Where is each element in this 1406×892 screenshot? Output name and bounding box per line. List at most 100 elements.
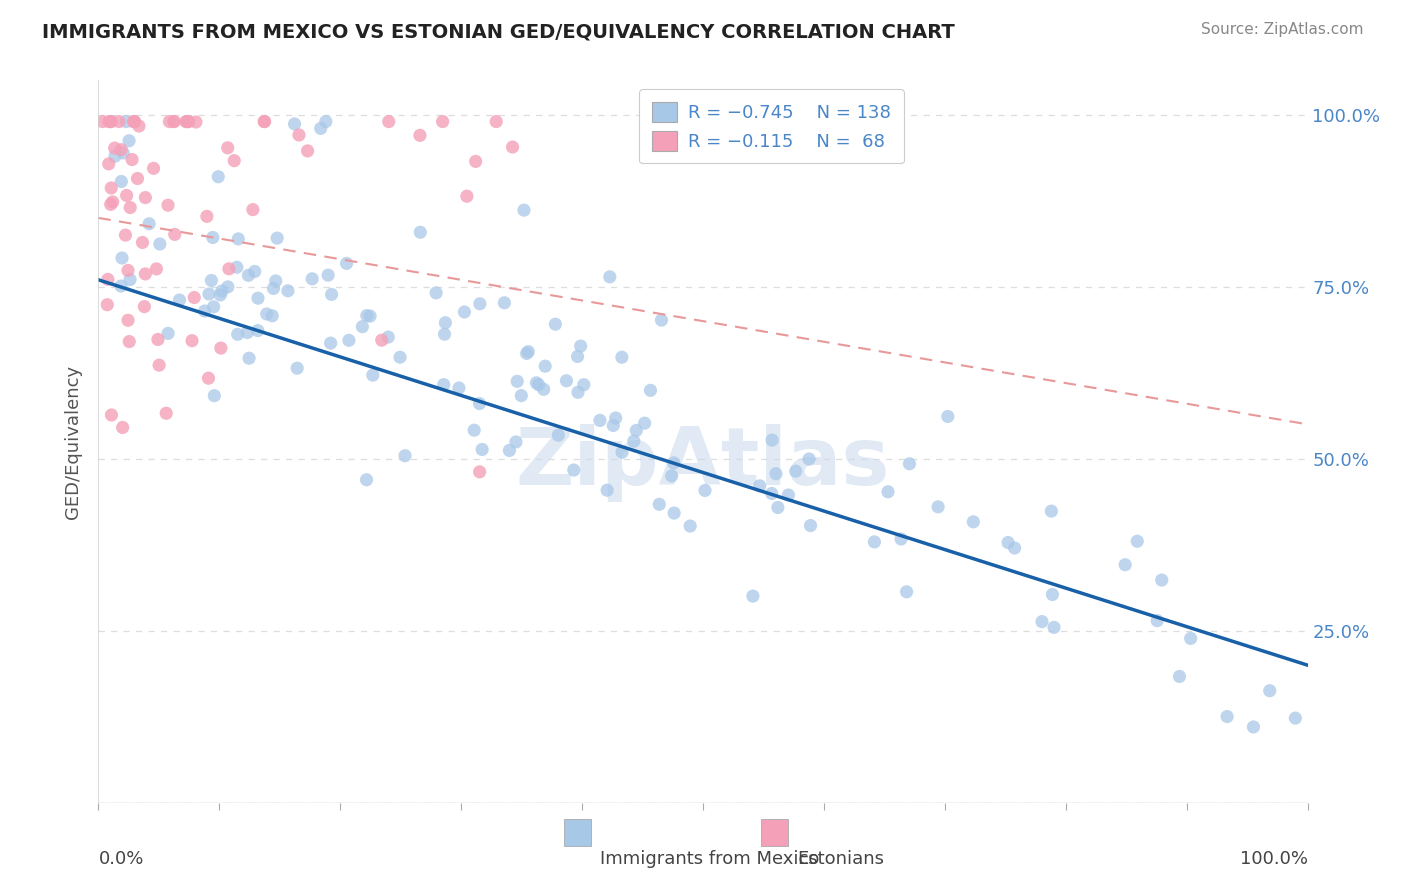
Point: [100, 114, 122, 128]
Point: [142, 161, 165, 176]
Point: [626, 424, 648, 438]
Point: [456, 189, 478, 203]
Text: Immigrants from Mexico: Immigrants from Mexico: [600, 850, 820, 868]
Point: [127, 171, 149, 186]
Point: [163, 227, 186, 242]
Point: [155, 406, 177, 420]
Point: [471, 442, 494, 457]
Point: [433, 377, 456, 392]
Point: [253, 114, 276, 128]
Point: [114, 228, 136, 243]
Point: [526, 376, 548, 390]
Point: [156, 198, 179, 212]
Point: [202, 389, 225, 403]
Point: [169, 293, 191, 307]
Point: [177, 114, 200, 128]
Point: [662, 506, 685, 520]
Text: Estonians: Estonians: [797, 850, 884, 868]
Point: [209, 341, 232, 355]
Point: [761, 486, 783, 500]
Point: [100, 181, 122, 195]
Point: [567, 350, 589, 364]
Point: [1042, 587, 1064, 601]
Point: [163, 114, 186, 128]
Point: [157, 114, 180, 128]
Point: [1284, 711, 1306, 725]
Point: [502, 140, 524, 154]
Bar: [761, 819, 787, 847]
Point: [118, 334, 141, 349]
Point: [927, 500, 949, 514]
Legend: R = −0.745    N = 138, R = −0.115    N =  68: R = −0.745 N = 138, R = −0.115 N = 68: [640, 89, 904, 163]
Point: [285, 361, 308, 376]
Point: [936, 409, 959, 424]
Point: [890, 532, 912, 546]
Point: [1043, 620, 1066, 634]
Bar: [564, 819, 591, 847]
Point: [104, 149, 127, 163]
Point: [361, 368, 384, 383]
Point: [633, 416, 655, 430]
Point: [316, 268, 339, 282]
Point: [101, 194, 124, 209]
Point: [1241, 720, 1264, 734]
Point: [117, 263, 139, 277]
Point: [246, 324, 269, 338]
Point: [253, 114, 276, 128]
Point: [264, 274, 287, 288]
Point: [176, 114, 198, 128]
Point: [209, 288, 232, 302]
Point: [138, 217, 160, 231]
Point: [640, 384, 662, 398]
Point: [605, 411, 627, 425]
Point: [370, 333, 392, 347]
Point: [149, 237, 172, 252]
Point: [896, 584, 918, 599]
Point: [356, 309, 378, 323]
Point: [513, 203, 536, 218]
Point: [110, 279, 132, 293]
Point: [356, 473, 378, 487]
Y-axis label: GED/Equivalency: GED/Equivalency: [65, 365, 83, 518]
Point: [610, 350, 633, 364]
Point: [217, 280, 239, 294]
Point: [124, 114, 146, 128]
Point: [997, 535, 1019, 549]
Point: [246, 291, 269, 305]
Point: [1146, 614, 1168, 628]
Point: [377, 114, 399, 128]
Point: [238, 268, 260, 283]
Point: [527, 377, 550, 392]
Point: [602, 418, 624, 433]
Point: [97, 157, 120, 171]
Point: [1258, 683, 1281, 698]
Point: [315, 114, 337, 128]
Point: [148, 358, 170, 372]
Point: [134, 191, 156, 205]
Point: [134, 300, 156, 314]
Point: [242, 202, 264, 217]
Point: [434, 316, 457, 330]
Point: [263, 281, 285, 295]
Point: [96, 298, 118, 312]
Point: [494, 295, 516, 310]
Point: [238, 351, 260, 366]
Point: [1114, 558, 1136, 572]
Point: [517, 344, 540, 359]
Point: [121, 153, 143, 167]
Point: [453, 305, 475, 319]
Point: [1216, 709, 1239, 723]
Point: [115, 114, 138, 128]
Point: [207, 169, 229, 184]
Point: [516, 346, 538, 360]
Point: [277, 284, 299, 298]
Point: [610, 445, 633, 459]
Point: [184, 115, 207, 129]
Point: [433, 327, 456, 342]
Point: [409, 225, 432, 239]
Point: [534, 359, 557, 374]
Point: [256, 307, 278, 321]
Point: [128, 119, 150, 133]
Point: [463, 423, 485, 437]
Point: [468, 396, 491, 410]
